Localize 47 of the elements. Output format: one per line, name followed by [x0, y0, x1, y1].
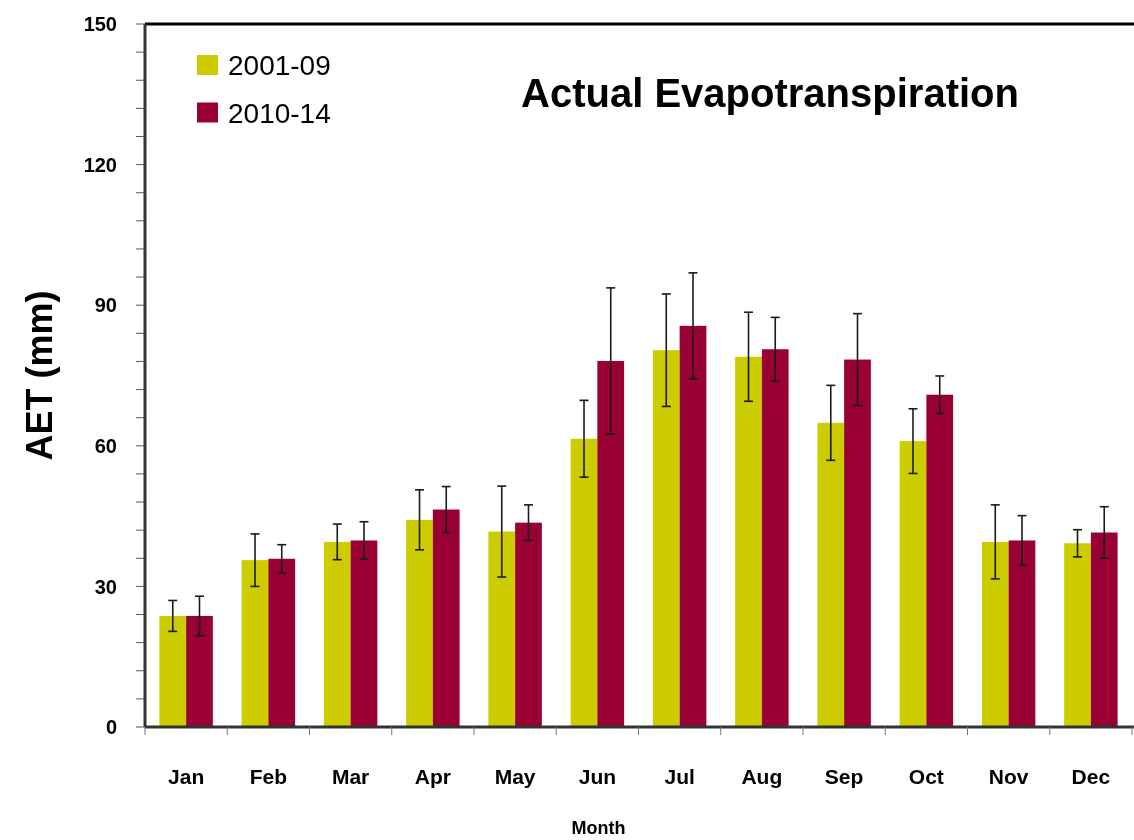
x-tick-label: Oct — [908, 765, 944, 788]
x-tick-label: Jul — [664, 765, 695, 788]
x-tick-label: Feb — [249, 765, 288, 788]
x-tick-label: Nov — [988, 765, 1029, 788]
y-axis-title: AET (mm) — [19, 290, 60, 461]
y-tick-label: 150 — [83, 13, 117, 36]
y-tick-label: 0 — [105, 716, 117, 739]
bar — [652, 350, 680, 727]
bar — [735, 356, 762, 727]
bar — [186, 615, 213, 727]
bar — [323, 541, 351, 727]
y-tick-label: 120 — [83, 153, 117, 176]
bar — [268, 558, 296, 727]
bar — [926, 394, 954, 727]
bar — [159, 615, 187, 727]
bar — [1008, 540, 1036, 727]
bar — [406, 519, 433, 727]
y-tick-label: 60 — [94, 435, 117, 457]
x-tick-label: Mar — [331, 765, 370, 788]
bar — [899, 441, 927, 727]
bar — [350, 540, 378, 727]
bar — [761, 349, 789, 727]
bar — [817, 422, 845, 727]
bar — [1064, 543, 1091, 727]
x-tick-label: Jan — [168, 765, 205, 788]
bar — [844, 359, 871, 727]
bar — [488, 531, 516, 727]
bar — [679, 325, 707, 727]
bar — [981, 541, 1009, 727]
bar — [432, 509, 460, 727]
bar — [241, 560, 269, 727]
legend-label: 2001-09 — [228, 50, 331, 82]
text: Actual Evapotranspiration — [521, 71, 1019, 115]
x-tick-label: Dec — [1071, 765, 1111, 788]
legend-label: 2010-14 — [228, 97, 331, 129]
x-axis-title: Month — [571, 818, 626, 838]
y-tick-label: 90 — [94, 294, 117, 317]
y-tick-label: 30 — [94, 575, 117, 598]
x-tick-label: Sep — [824, 765, 864, 788]
x-tick-label: Aug — [741, 765, 783, 788]
bar — [1090, 532, 1118, 727]
bar — [570, 438, 598, 727]
x-tick-label: Jun — [578, 765, 617, 788]
bar — [515, 522, 542, 727]
x-tick-label: Apr — [414, 765, 451, 788]
x-tick-label: May — [494, 765, 536, 788]
bar — [597, 360, 625, 727]
